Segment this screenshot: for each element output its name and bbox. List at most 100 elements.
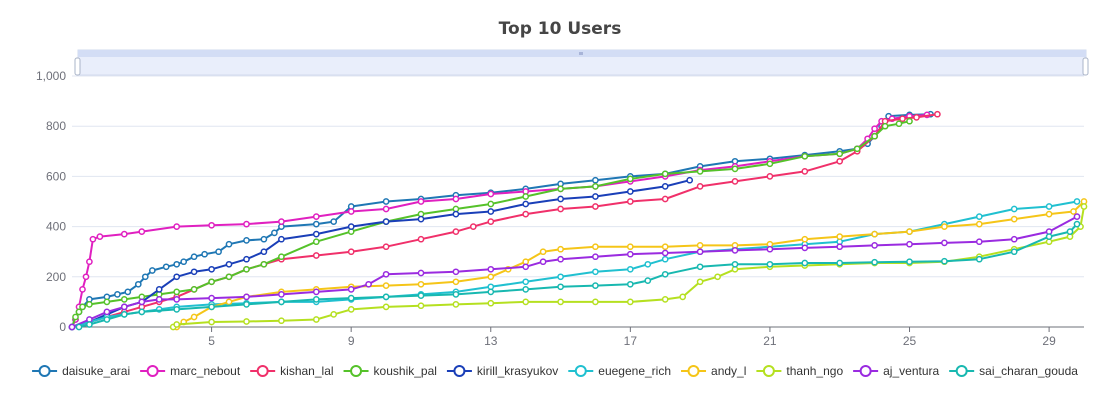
data-point[interactable]: [626, 175, 634, 183]
data-point[interactable]: [208, 265, 215, 273]
data-point[interactable]: [1010, 205, 1018, 213]
data-point[interactable]: [661, 195, 669, 203]
data-point[interactable]: [1073, 198, 1081, 205]
data-point[interactable]: [899, 115, 906, 123]
data-point[interactable]: [278, 218, 285, 225]
data-point[interactable]: [347, 248, 355, 256]
data-point[interactable]: [148, 267, 156, 274]
data-point[interactable]: [347, 294, 355, 302]
data-point[interactable]: [417, 235, 425, 243]
data-point[interactable]: [522, 298, 530, 306]
data-point[interactable]: [941, 223, 948, 230]
data-point[interactable]: [173, 321, 181, 328]
data-point[interactable]: [766, 245, 774, 253]
data-point[interactable]: [906, 258, 913, 266]
data-point[interactable]: [679, 293, 687, 301]
data-point[interactable]: [696, 242, 704, 249]
data-point[interactable]: [853, 145, 861, 153]
data-point[interactable]: [225, 260, 233, 268]
data-point[interactable]: [347, 306, 355, 313]
data-point[interactable]: [312, 238, 320, 246]
data-point[interactable]: [626, 265, 634, 273]
data-point[interactable]: [696, 183, 704, 190]
data-point[interactable]: [626, 298, 634, 306]
data-point[interactable]: [138, 298, 146, 306]
legend-item-euegene_rich[interactable]: euegene_rich: [568, 364, 671, 378]
data-point[interactable]: [557, 273, 564, 281]
data-point[interactable]: [1073, 220, 1081, 228]
data-point[interactable]: [347, 286, 355, 293]
data-point[interactable]: [592, 176, 599, 184]
data-point[interactable]: [836, 157, 844, 165]
data-point[interactable]: [190, 286, 198, 293]
data-point[interactable]: [75, 308, 83, 316]
data-point[interactable]: [96, 233, 104, 240]
data-point[interactable]: [1070, 208, 1077, 215]
data-point[interactable]: [1010, 215, 1018, 223]
data-point[interactable]: [312, 316, 320, 323]
data-point[interactable]: [871, 242, 878, 249]
data-point[interactable]: [365, 280, 372, 288]
data-point[interactable]: [836, 259, 844, 267]
legend-item-aj_ventura[interactable]: aj_ventura: [853, 364, 939, 378]
data-point[interactable]: [278, 291, 285, 298]
data-point[interactable]: [278, 253, 285, 261]
data-point[interactable]: [661, 183, 669, 190]
zoom-left-handle[interactable]: [74, 57, 81, 76]
data-point[interactable]: [155, 286, 163, 293]
data-point[interactable]: [120, 230, 128, 238]
data-point[interactable]: [557, 185, 564, 193]
data-point[interactable]: [661, 249, 669, 257]
data-point[interactable]: [469, 223, 477, 230]
data-point[interactable]: [68, 323, 76, 331]
data-point[interactable]: [871, 125, 878, 133]
legend-item-kirill_krasyukov[interactable]: kirill_krasyukov: [446, 364, 558, 378]
data-point[interactable]: [661, 170, 669, 178]
data-point[interactable]: [138, 228, 146, 235]
data-point[interactable]: [243, 265, 250, 273]
data-point[interactable]: [871, 132, 878, 140]
data-point[interactable]: [190, 253, 198, 261]
data-point[interactable]: [871, 258, 878, 266]
data-point[interactable]: [836, 233, 844, 240]
data-point[interactable]: [243, 220, 250, 228]
data-point[interactable]: [592, 268, 599, 276]
data-point[interactable]: [75, 323, 83, 331]
zoom-right-handle[interactable]: [1082, 57, 1089, 76]
data-point[interactable]: [114, 291, 121, 298]
data-point[interactable]: [714, 273, 721, 281]
data-point[interactable]: [417, 215, 425, 223]
data-point[interactable]: [417, 198, 425, 205]
data-point[interactable]: [731, 165, 739, 173]
data-point[interactable]: [731, 260, 739, 268]
data-point[interactable]: [312, 288, 320, 296]
data-point[interactable]: [382, 218, 390, 225]
data-point[interactable]: [487, 288, 495, 296]
data-point[interactable]: [173, 223, 181, 230]
data-point[interactable]: [487, 190, 495, 198]
data-point[interactable]: [162, 263, 170, 271]
data-point[interactable]: [539, 258, 547, 266]
data-point[interactable]: [1045, 233, 1053, 240]
data-point[interactable]: [382, 270, 390, 278]
data-point[interactable]: [592, 243, 599, 251]
data-point[interactable]: [452, 228, 460, 235]
data-point[interactable]: [487, 208, 495, 215]
data-point[interactable]: [522, 278, 530, 286]
data-point[interactable]: [103, 308, 111, 316]
data-point[interactable]: [452, 291, 460, 298]
data-point[interactable]: [141, 273, 149, 281]
data-point[interactable]: [278, 298, 285, 306]
data-point[interactable]: [801, 235, 809, 243]
data-point[interactable]: [696, 168, 704, 175]
data-point[interactable]: [278, 235, 285, 243]
data-point[interactable]: [120, 303, 128, 311]
data-point[interactable]: [260, 248, 268, 256]
data-point[interactable]: [1010, 235, 1018, 243]
legend[interactable]: daisuke_arai marc_nebout kishan_lal koushik…: [32, 364, 1078, 378]
data-point[interactable]: [208, 221, 215, 229]
data-point[interactable]: [190, 268, 198, 276]
data-point[interactable]: [89, 235, 97, 243]
data-point[interactable]: [173, 260, 181, 268]
data-point[interactable]: [382, 293, 390, 301]
